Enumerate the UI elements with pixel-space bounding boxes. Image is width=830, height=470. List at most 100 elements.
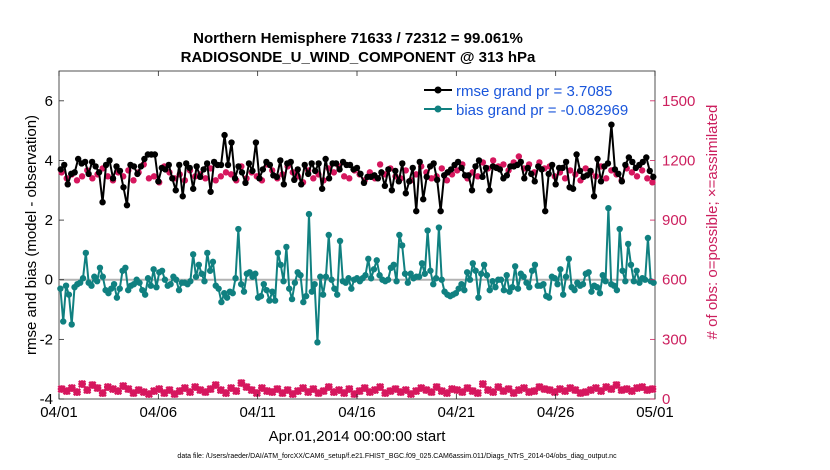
obs-assimilated-marker — [247, 386, 256, 395]
rmse-marker — [308, 160, 315, 167]
bias-marker — [370, 266, 378, 273]
obs-assimilated-marker — [278, 388, 287, 398]
obs-assimilated-marker — [396, 387, 405, 397]
bias-marker — [466, 276, 474, 283]
obs-assimilated-marker — [401, 386, 410, 395]
bias-marker — [630, 278, 638, 285]
chart-subtitle: RADIOSONDE_U_WIND_COMPONENT @ 313 hPa — [181, 49, 536, 66]
obs-assimilated-marker — [622, 385, 631, 394]
obs-assimilated-marker — [360, 384, 369, 393]
bias-marker — [229, 289, 236, 297]
bias-marker — [187, 278, 194, 285]
obs-possible-marker — [489, 157, 497, 164]
bias-marker — [424, 227, 431, 234]
bias-marker — [266, 297, 273, 304]
rmse-marker — [332, 160, 340, 167]
x-tick-label: 04/11 — [239, 404, 275, 421]
obs-assimilated-marker — [232, 386, 241, 396]
obs-assimilated-marker — [273, 385, 282, 394]
obs-assimilated-marker — [442, 388, 451, 398]
rmse-marker — [646, 167, 653, 175]
bias-marker — [398, 242, 406, 249]
bias-marker — [478, 270, 485, 277]
obs-assimilated-marker — [555, 385, 564, 394]
obs-assimilated-marker — [155, 385, 164, 394]
obs-assimilated-marker — [211, 381, 220, 390]
obs-assimilated-marker — [617, 386, 626, 395]
rmse-marker — [590, 193, 598, 200]
obs-assimilated-marker — [519, 384, 529, 393]
rmse-marker — [552, 181, 559, 188]
obs-assimilated-marker — [329, 387, 338, 397]
obs-assimilated-marker — [78, 380, 87, 389]
obs-assimilated-marker — [638, 383, 647, 392]
bias-marker — [328, 276, 335, 283]
rmse-marker — [545, 170, 552, 178]
obs-assimilated-marker — [185, 387, 195, 397]
x-tick-label: 04/26 — [537, 404, 575, 421]
obs-assimilated-marker — [345, 385, 354, 394]
rmse-marker — [423, 173, 430, 181]
bias-marker — [489, 278, 496, 285]
rmse-marker — [200, 166, 207, 173]
rmse-marker — [538, 166, 545, 173]
obs-possible-marker — [150, 173, 158, 180]
rmse-marker — [395, 178, 403, 185]
rmse-marker — [249, 167, 256, 175]
obs-assimilated-marker — [597, 386, 606, 396]
obs-assimilated-marker — [350, 389, 359, 399]
bias-marker — [110, 281, 118, 288]
rmse-marker — [618, 178, 626, 185]
obs-assimilated-marker — [376, 383, 385, 392]
bias-marker — [252, 270, 259, 277]
obs-assimilated-marker — [175, 386, 184, 396]
rmse-marker — [291, 176, 298, 184]
bias-marker — [122, 264, 129, 271]
bias-marker — [362, 272, 369, 279]
obs-assimilated-marker — [299, 384, 308, 393]
rmse-marker — [413, 207, 420, 215]
obs-possible-marker — [346, 175, 353, 182]
bias-marker — [562, 273, 570, 280]
obs-assimilated-marker — [340, 388, 349, 398]
bias-marker — [345, 275, 352, 282]
rmse-marker — [102, 161, 110, 169]
obs-possible-marker — [130, 177, 137, 184]
obs-assimilated-marker — [57, 385, 66, 394]
rmse-marker — [151, 151, 159, 158]
bias-marker — [331, 285, 338, 292]
obs-assimilated-marker — [93, 384, 102, 393]
obs-assimilated-marker — [478, 380, 487, 389]
bias-marker — [291, 279, 299, 286]
obs-assimilated-marker — [165, 386, 174, 395]
legend-bias-label: bias grand pr = -0.082969 — [456, 102, 628, 119]
y2-tick-label: 1200 — [662, 152, 695, 169]
obs-assimilated-marker — [83, 386, 92, 395]
bias-marker — [99, 273, 106, 280]
y2-tick-label: 0 — [662, 391, 670, 408]
y-tick-label: 0 — [45, 272, 53, 289]
obs-assimilated-marker — [268, 387, 277, 397]
obs-assimilated-marker — [134, 386, 143, 395]
obs-possible-marker — [628, 169, 636, 176]
obs-assimilated-marker — [365, 387, 374, 397]
bias-marker — [480, 261, 488, 269]
x-tick-label: 04/21 — [438, 404, 476, 421]
obs-assimilated-marker — [216, 386, 225, 395]
rmse-marker — [496, 166, 504, 173]
bias-marker — [147, 282, 154, 289]
bias-marker — [458, 281, 465, 288]
rmse-marker — [346, 161, 354, 169]
obs-assimilated-marker — [463, 384, 472, 393]
bias-marker — [116, 285, 123, 292]
obs-assimilated-marker — [545, 386, 554, 395]
y2-tick-label: 900 — [662, 212, 687, 229]
obs-possible-marker — [310, 175, 317, 182]
rmse-marker — [385, 166, 392, 173]
obs-assimilated-marker — [432, 383, 441, 392]
obs-assimilated-marker — [412, 386, 421, 396]
obs-assimilated-marker — [607, 385, 616, 394]
bias-marker — [286, 285, 293, 292]
obs-assimilated-marker — [62, 386, 71, 396]
rmse-marker — [447, 166, 455, 173]
